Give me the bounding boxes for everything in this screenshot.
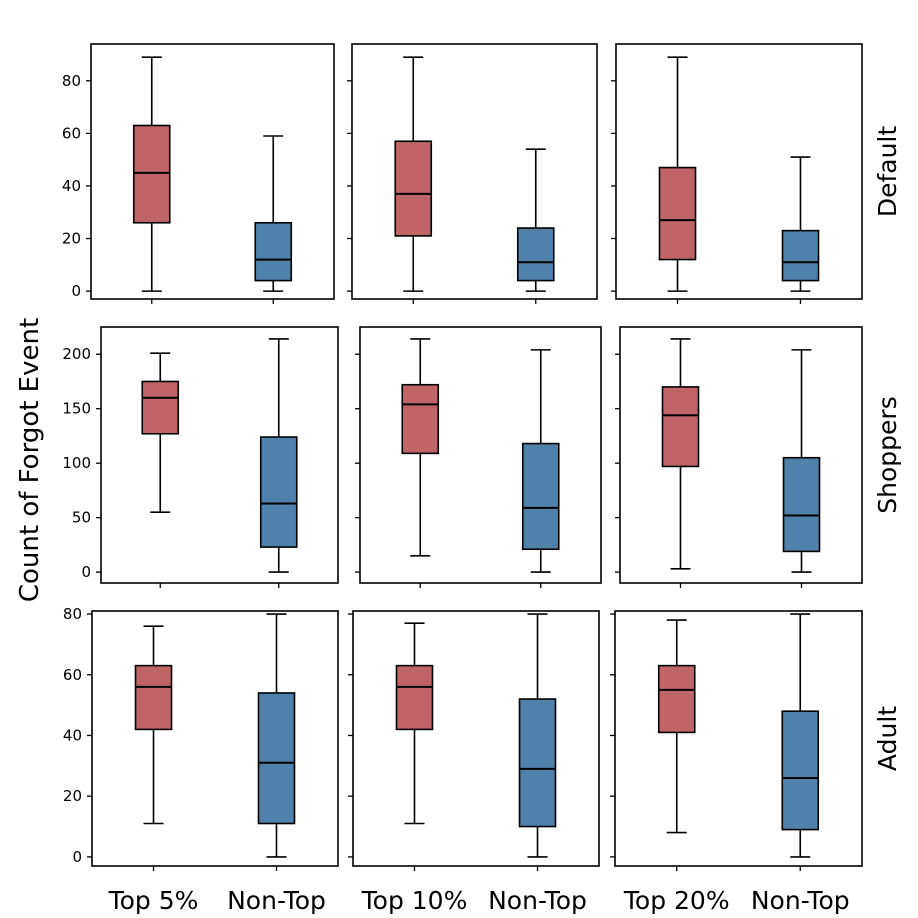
y-tick-label: 40	[63, 726, 82, 744]
x-category-label: Top 10%	[361, 886, 468, 915]
panel-frame	[619, 326, 863, 584]
top-box	[134, 664, 173, 731]
nontop-box	[518, 698, 557, 828]
nontop-box	[781, 229, 820, 282]
panel-frame	[352, 610, 600, 867]
nontop-box	[259, 436, 298, 548]
panel-frame	[90, 43, 335, 300]
top-box	[395, 664, 434, 731]
top-box	[141, 380, 180, 435]
y-tick-label: 20	[63, 787, 82, 805]
y-tick-label: 40	[62, 177, 81, 195]
y-tick-label: 80	[63, 605, 82, 623]
top-box	[661, 386, 700, 468]
y-tick-label: 50	[72, 509, 91, 527]
nontop-box	[254, 221, 293, 282]
y-axis-title: Count of Forgot Event	[15, 318, 45, 602]
y-tick-label: 60	[63, 666, 82, 684]
nontop-box	[516, 227, 555, 282]
nontop-box	[781, 710, 820, 831]
y-tick-label: 60	[62, 124, 81, 142]
y-tick-label: 0	[81, 563, 91, 581]
nontop-box	[257, 692, 296, 825]
nontop-box	[782, 456, 821, 553]
x-category-label: Top 5%	[108, 886, 199, 915]
y-tick-label: 100	[62, 454, 91, 472]
x-category-label: Top 20%	[623, 886, 730, 915]
x-category-label: Non-Top	[488, 886, 587, 915]
row-label: Shoppers	[873, 396, 902, 513]
x-category-label: Non-Top	[751, 886, 850, 915]
panel-frame	[100, 326, 339, 584]
panel-frame	[91, 610, 339, 867]
y-tick-label: 200	[62, 345, 91, 363]
panel-frame	[359, 326, 602, 584]
top-box	[394, 140, 433, 237]
top-box	[657, 664, 696, 734]
y-tick-label: 150	[62, 400, 91, 418]
row-label: Adult	[873, 706, 902, 771]
x-category-label: Non-Top	[227, 886, 326, 915]
y-tick-label: 80	[62, 72, 81, 90]
panel-frame	[614, 610, 863, 867]
top-box	[401, 383, 440, 455]
top-box	[658, 166, 697, 261]
y-tick-label: 0	[71, 282, 81, 300]
y-tick-label: 20	[62, 230, 81, 248]
panel-frame	[615, 43, 863, 300]
top-box	[132, 124, 171, 224]
nontop-box	[521, 442, 560, 551]
y-tick-label: 0	[72, 848, 82, 866]
panel-frame	[351, 43, 598, 300]
row-label: Default	[873, 126, 902, 218]
